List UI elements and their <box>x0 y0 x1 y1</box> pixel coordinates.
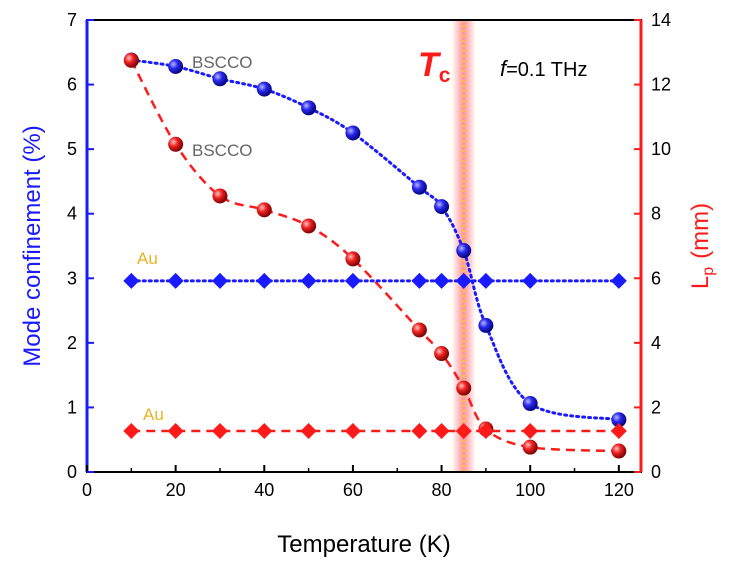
data-point <box>455 422 472 439</box>
y-left-tick-label: 1 <box>67 397 77 417</box>
y-right-tick-label: 10 <box>651 139 671 159</box>
y-left-tick-label: 7 <box>67 10 77 30</box>
data-point <box>411 422 428 439</box>
tc-label: Tc <box>418 46 451 87</box>
data-point <box>456 243 472 259</box>
data-point <box>256 422 273 439</box>
y-axis-right-title-units: (mm) <box>687 203 714 259</box>
y-right-tick-label: 12 <box>651 75 671 95</box>
data-point <box>212 71 228 87</box>
data-point <box>478 317 494 333</box>
data-point <box>477 272 494 289</box>
data-point <box>455 272 472 289</box>
data-point <box>212 188 228 204</box>
frequency-label-symbol: f <box>500 56 509 81</box>
data-point <box>522 272 539 289</box>
y-right-tick-label: 6 <box>651 268 661 288</box>
x-tick-label: 120 <box>604 480 634 500</box>
x-axis-title: Temperature (K) <box>277 531 450 558</box>
data-point <box>168 58 184 74</box>
tc-label-sub: c <box>439 64 451 87</box>
data-point <box>256 81 272 97</box>
data-point <box>433 422 450 439</box>
series-lines <box>129 58 621 453</box>
data-point <box>211 272 228 289</box>
data-point <box>123 422 140 439</box>
data-point <box>610 422 627 439</box>
data-point <box>301 100 317 116</box>
data-point <box>610 272 627 289</box>
series-label-au-lp: Au <box>143 405 164 424</box>
data-markers <box>123 52 627 459</box>
data-point <box>456 380 472 396</box>
data-point <box>411 272 428 289</box>
data-point <box>211 422 228 439</box>
series-label-bscco-mode: BSCCO <box>192 53 252 72</box>
data-point <box>301 218 317 234</box>
series-label-bscco-lp: BSCCO <box>192 141 252 160</box>
data-point <box>477 422 494 439</box>
y-left-tick-label: 6 <box>67 75 77 95</box>
data-point <box>123 52 139 68</box>
y-axis-right-title-sub: p <box>700 267 717 276</box>
y-left-tick-label: 5 <box>67 139 77 159</box>
data-point <box>168 136 184 152</box>
frequency-label-value: =0.1 THz <box>506 59 587 81</box>
data-point <box>300 272 317 289</box>
data-point <box>522 439 538 455</box>
data-point <box>433 272 450 289</box>
series-label-au-mode: Au <box>137 249 158 268</box>
y-right-tick-label: 14 <box>651 10 671 30</box>
series-line-0 <box>129 58 621 422</box>
data-point <box>344 422 361 439</box>
series-line-1 <box>130 59 619 453</box>
y-left-tick-label: 0 <box>67 462 77 482</box>
y-left-tick-label: 4 <box>67 204 77 224</box>
data-point <box>434 346 450 362</box>
data-point <box>611 443 627 459</box>
data-point <box>411 179 427 195</box>
frequency-label: f=0.1 THz <box>500 56 587 81</box>
y-left-tick-label: 3 <box>67 268 77 288</box>
data-point <box>300 422 317 439</box>
y-axis-right-title-main: L <box>687 276 714 289</box>
plot-frame <box>86 19 642 473</box>
y-right-tick-label: 4 <box>651 333 661 353</box>
data-point <box>345 125 361 141</box>
x-tick-label: 40 <box>254 480 274 500</box>
data-point <box>345 251 361 267</box>
y-right-tick-label: 0 <box>651 462 661 482</box>
x-tick-label: 100 <box>515 480 545 500</box>
x-tick-label: 80 <box>432 480 452 500</box>
data-point <box>522 396 538 412</box>
x-tick-label: 20 <box>166 480 186 500</box>
data-point <box>522 422 539 439</box>
x-tick-label: 0 <box>82 480 92 500</box>
y-left-tick-label: 2 <box>67 333 77 353</box>
data-point <box>167 422 184 439</box>
data-point <box>256 202 272 218</box>
data-point <box>344 272 361 289</box>
tc-label-main: T <box>418 46 442 84</box>
y-axis-right-title: Lp (mm) <box>687 203 717 289</box>
data-point <box>611 412 627 428</box>
y-axis-left-title: Mode confinement (%) <box>19 125 46 366</box>
y-right-tick-label: 2 <box>651 397 661 417</box>
data-point <box>434 199 450 215</box>
data-point <box>123 272 140 289</box>
data-point <box>411 322 427 338</box>
y-right-tick-label: 8 <box>651 204 661 224</box>
data-point <box>256 272 273 289</box>
x-tick-label: 60 <box>343 480 363 500</box>
data-point <box>167 272 184 289</box>
